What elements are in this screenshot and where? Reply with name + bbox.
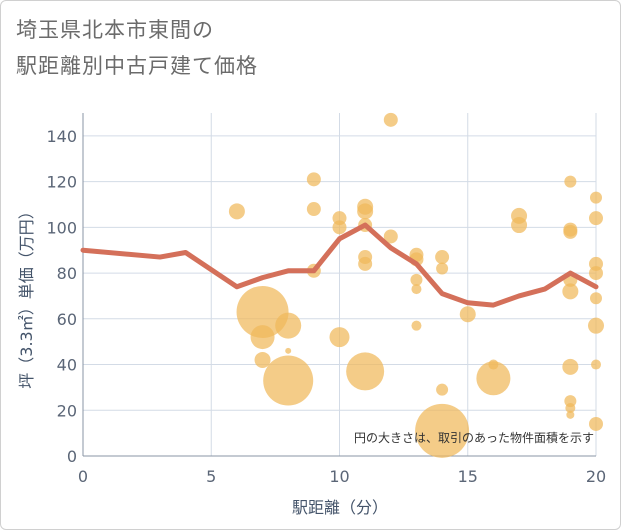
- data-point: [588, 317, 604, 334]
- data-point: [435, 250, 450, 265]
- y-axis-title: 坪（3.3㎡）単価（万円）: [17, 203, 36, 388]
- data-point: [383, 112, 398, 127]
- grid-lines: [82, 113, 597, 457]
- data-point: [565, 402, 576, 413]
- data-point: [436, 262, 449, 275]
- data-point: [263, 355, 314, 406]
- data-point: [564, 175, 577, 188]
- average-line-series: [80, 222, 599, 308]
- data-point: [476, 361, 511, 396]
- chart-title-line2: 駅距離別中古戸建て価格: [16, 54, 258, 78]
- data-point: [250, 325, 275, 350]
- y-tick-label: 100: [46, 218, 77, 237]
- data-point: [275, 312, 302, 339]
- x-tick-label: 0: [78, 467, 88, 486]
- y-tick-label: 80: [57, 264, 77, 283]
- y-tick-label: 120: [46, 173, 77, 192]
- x-tick-label: 15: [458, 467, 478, 486]
- data-point: [589, 416, 603, 431]
- x-axis-title: 駅距離（分）: [292, 498, 388, 517]
- data-point: [346, 352, 385, 391]
- data-point: [591, 359, 601, 370]
- data-point: [562, 358, 579, 375]
- data-point: [589, 266, 603, 281]
- data-point: [411, 320, 422, 331]
- data-point: [562, 283, 579, 300]
- data-point: [228, 203, 245, 220]
- data-point: [357, 203, 374, 220]
- data-point: [415, 403, 470, 458]
- data-point: [566, 410, 575, 419]
- data-point: [285, 347, 292, 354]
- size-annotation: 円の大きさは、取引のあった物件面積を示す: [354, 430, 594, 445]
- data-point: [563, 224, 578, 239]
- x-tick-label: 20: [586, 467, 606, 486]
- data-point: [306, 172, 321, 187]
- average-line: [80, 222, 599, 308]
- y-tick-label: 40: [57, 356, 77, 375]
- axis-ticks: 0 5 10 15 20 0 20 40 60 80 100 120 140: [46, 127, 606, 486]
- chart-title: 埼玉県北本市東間の 駅距離別中古戸建て価格: [16, 12, 258, 84]
- x-tick-label: 5: [206, 467, 216, 486]
- data-point: [306, 202, 321, 217]
- data-point: [436, 383, 449, 396]
- data-point: [411, 284, 422, 295]
- data-point: [383, 229, 398, 244]
- data-point: [410, 273, 423, 286]
- x-tick-label: 10: [329, 467, 349, 486]
- y-tick-label: 140: [46, 127, 77, 146]
- data-point: [459, 306, 476, 323]
- data-point: [332, 220, 347, 235]
- data-point: [589, 211, 603, 226]
- bubble-series: [228, 112, 604, 458]
- y-tick-label: 0: [67, 447, 77, 466]
- data-point: [511, 217, 528, 234]
- data-point: [358, 256, 373, 271]
- data-point: [329, 327, 350, 348]
- data-point: [590, 292, 602, 305]
- data-point: [254, 351, 271, 368]
- data-point: [590, 191, 602, 204]
- y-tick-label: 20: [57, 401, 77, 420]
- y-tick-label: 60: [57, 310, 77, 329]
- chart-title-line1: 埼玉県北本市東間の: [16, 18, 214, 42]
